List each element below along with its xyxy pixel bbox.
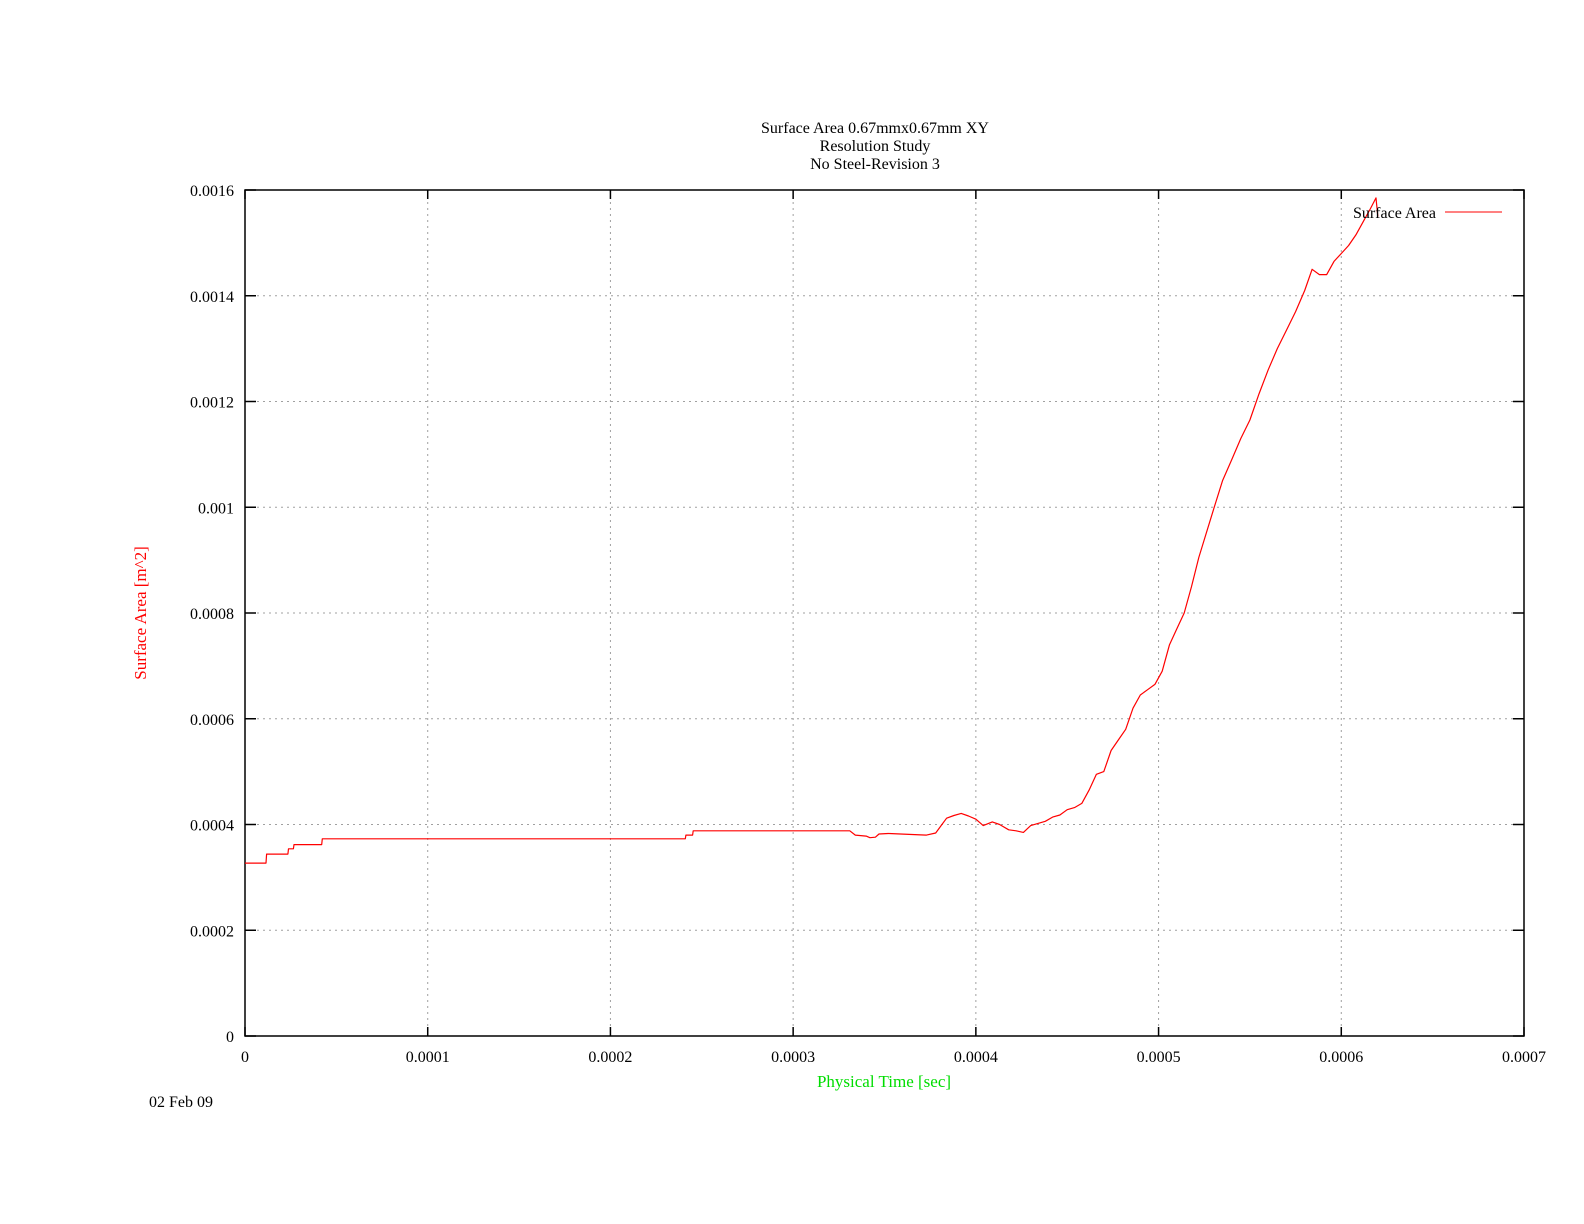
chart-title-line-3: No Steel-Revision 3 bbox=[810, 156, 940, 173]
chart-title-line-2: Resolution Study bbox=[820, 138, 931, 155]
y-tick-label: 0 bbox=[226, 1029, 234, 1046]
x-tick-label: 0.0001 bbox=[406, 1049, 450, 1066]
y-tick-label: 0.0014 bbox=[190, 289, 234, 306]
grid-lines bbox=[245, 190, 1524, 1036]
x-tick-label: 0.0003 bbox=[771, 1049, 815, 1066]
y-tick-label: 0.0002 bbox=[190, 923, 234, 940]
legend: Surface Area bbox=[1353, 205, 1502, 222]
chart-title-line-1: Surface Area 0.67mmx0.67mm XY bbox=[761, 120, 989, 137]
y-tick-label: 0.0008 bbox=[190, 606, 234, 623]
y-tick-label: 0.0006 bbox=[190, 712, 234, 729]
x-tick-label: 0 bbox=[241, 1049, 249, 1066]
x-tick-label: 0.0007 bbox=[1502, 1049, 1546, 1066]
y-tick-label: 0.001 bbox=[198, 500, 234, 517]
y-tick-label: 0.0016 bbox=[190, 183, 234, 200]
y-tick-labels: 0 0.0002 0.0004 0.0006 0.0008 0.001 0.0012 0.00… bbox=[190, 183, 234, 1046]
x-tick-label: 0.0004 bbox=[954, 1049, 998, 1066]
series-layer bbox=[245, 197, 1379, 864]
series-line-surface-area bbox=[245, 197, 1379, 864]
y-axis-label: Surface Area [m^2] bbox=[131, 546, 150, 680]
legend-label: Surface Area bbox=[1353, 205, 1436, 222]
x-tick-label: 0.0006 bbox=[1319, 1049, 1363, 1066]
x-axis-label: Physical Time [sec] bbox=[817, 1072, 951, 1091]
plot-frame bbox=[244, 189, 1525, 1037]
chart-title: Surface Area 0.67mmx0.67mm XY Resolution… bbox=[761, 120, 989, 173]
y-tick-label: 0.0012 bbox=[190, 395, 234, 412]
x-tick-labels: 0 0.0001 0.0002 0.0003 0.0004 0.0005 0.0006 0.0… bbox=[241, 1049, 1546, 1066]
date-stamp: 02 Feb 09 bbox=[149, 1094, 213, 1111]
x-tick-label: 0.0002 bbox=[588, 1049, 632, 1066]
x-tick-label: 0.0005 bbox=[1137, 1049, 1181, 1066]
y-tick-label: 0.0004 bbox=[190, 818, 234, 835]
